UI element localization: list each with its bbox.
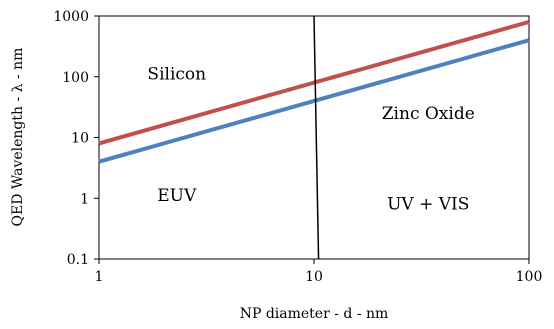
region-label-3: EUV xyxy=(157,186,197,206)
region-label-1: Silicon xyxy=(147,65,206,85)
y-axis-title: QED Wavelength - λ - nm xyxy=(10,48,26,227)
series-line-2 xyxy=(98,38,530,164)
y-tick-label: 1000 xyxy=(53,9,89,25)
region-label-2: Zinc Oxide xyxy=(382,104,475,124)
divider-layer xyxy=(313,15,320,260)
x-tick-label: 1 xyxy=(95,269,104,285)
x-axis-title: NP diameter - d - nm xyxy=(240,306,389,322)
y-tick-label: 0.1 xyxy=(67,252,89,268)
series-line-1 xyxy=(98,19,530,146)
divider-line xyxy=(313,15,320,260)
annotation-layer: Silicon Zinc Oxide EUV UV + VIS xyxy=(147,65,474,215)
y-tick-label: 1 xyxy=(80,191,89,207)
region-label-4: UV + VIS xyxy=(387,195,469,215)
y-tick-label: 10 xyxy=(71,131,89,147)
y-tick-layer: 0.1 1 10 100 1000 xyxy=(53,9,99,268)
y-tick-label: 100 xyxy=(62,70,89,86)
x-tick-label: 10 xyxy=(305,269,323,285)
plot-area xyxy=(98,15,530,260)
x-tick-layer: 1 10 100 xyxy=(95,259,543,285)
x-tick-label: 100 xyxy=(516,269,543,285)
series-layer xyxy=(98,19,530,164)
